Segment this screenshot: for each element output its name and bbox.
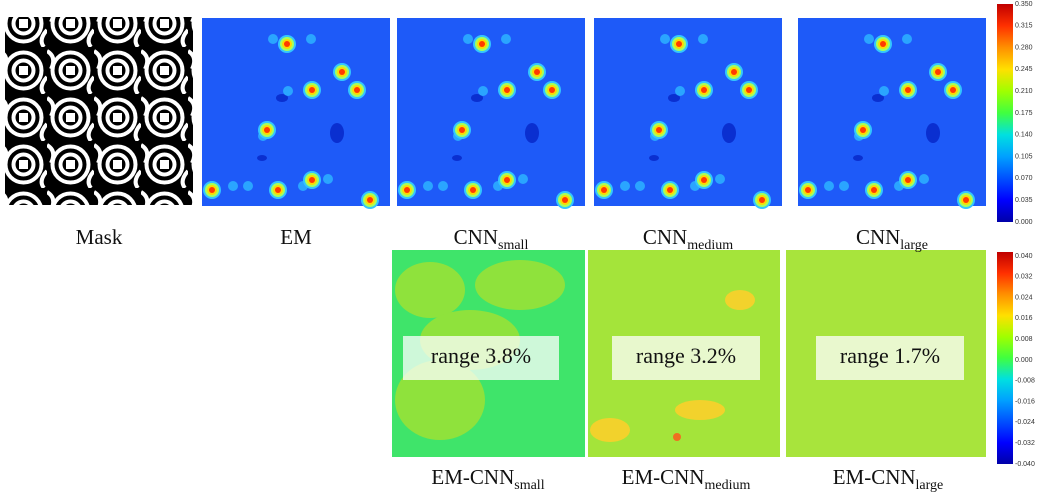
colorbar-tick-label: 0.000: [1015, 357, 1033, 364]
colorbar: [997, 4, 1013, 222]
colorbar-tick-label: 0.140: [1015, 132, 1033, 139]
colorbar-tick-label: -0.032: [1015, 440, 1035, 447]
mask-image: [5, 17, 193, 205]
colorbar-tick-label: 0.032: [1015, 274, 1033, 281]
colorbar-tick-label: 0.210: [1015, 88, 1033, 95]
colorbar-tick-label: 0.008: [1015, 336, 1033, 343]
colorbar: [997, 252, 1013, 464]
colorbar-tick-label: 0.040: [1015, 253, 1033, 260]
colorbar-tick-label: 0.070: [1015, 175, 1033, 182]
colorbar-tick-label: -0.040: [1015, 461, 1035, 468]
colorbar-tick-label: -0.016: [1015, 398, 1035, 405]
em-field: [202, 18, 390, 209]
caption: Mask: [76, 225, 123, 249]
colorbar-tick-label: 0.280: [1015, 44, 1033, 51]
colorbar-tick-label: 0.016: [1015, 315, 1033, 322]
caption: CNNmedium: [643, 225, 733, 253]
cnn-small-field: [397, 18, 585, 209]
caption: CNNsmall: [454, 225, 529, 253]
colorbar-tick-label: 0.315: [1015, 23, 1033, 30]
colorbar-tick-label: 0.035: [1015, 197, 1033, 204]
colorbar-tick-label: -0.008: [1015, 378, 1035, 385]
colorbar-tick-label: -0.024: [1015, 419, 1035, 426]
figure: range 3.8% range 3.2% range 1.7% Mask EM…: [0, 0, 1040, 496]
colorbar-tick-label: 0.024: [1015, 294, 1033, 301]
colorbar-tick-label: 0.245: [1015, 66, 1033, 73]
colorbar-tick-label: 0.105: [1015, 153, 1033, 160]
caption: CNNlarge: [856, 225, 928, 253]
colorbar-tick-label: 0.350: [1015, 1, 1033, 8]
annotation: range 3.2%: [636, 343, 736, 368]
annotation: range 1.7%: [840, 343, 940, 368]
caption: EM-CNNmedium: [622, 465, 751, 493]
colorbar-tick-label: 0.000: [1015, 219, 1033, 226]
annotation: range 3.8%: [431, 343, 531, 368]
cnn-medium-field: [594, 18, 782, 209]
caption: EM-CNNsmall: [431, 465, 544, 493]
caption: EM: [280, 225, 312, 249]
cnn-large-field: [798, 18, 986, 209]
caption: EM-CNNlarge: [833, 465, 944, 493]
colorbar-tick-label: 0.175: [1015, 110, 1033, 117]
